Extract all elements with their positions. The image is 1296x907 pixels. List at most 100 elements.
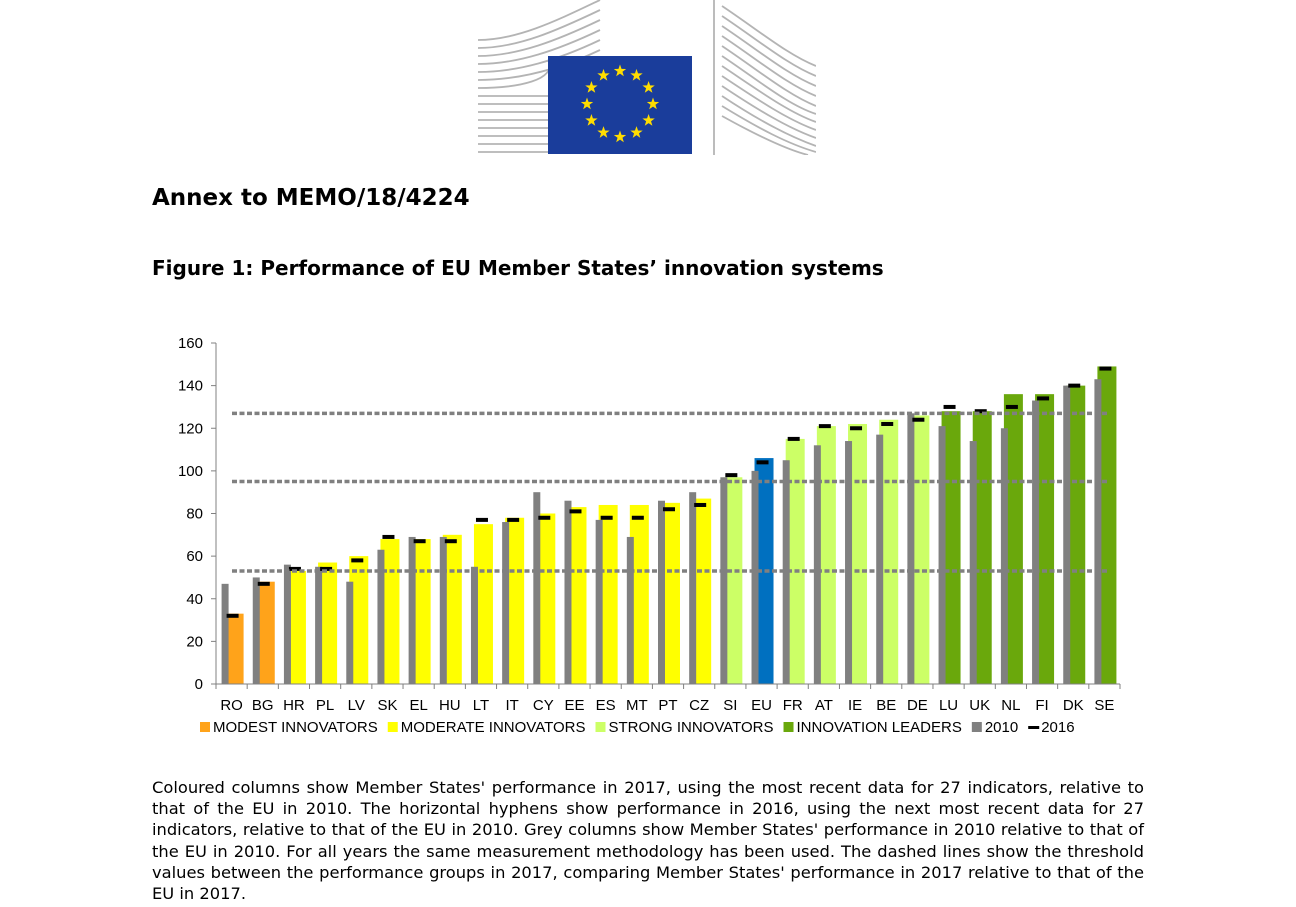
flag-star-icon <box>630 68 643 81</box>
legend-swatch-leaders <box>783 722 794 732</box>
legend-label-marker2016: 2016 <box>1041 719 1074 736</box>
bar-2017-mt <box>629 504 649 684</box>
legend-label-grey2010: 2010 <box>985 719 1018 736</box>
bar-2017-se <box>1097 366 1117 684</box>
bar-2017-lu <box>941 411 961 684</box>
bar-2010-eu <box>751 470 759 684</box>
figure-caption: Coloured columns show Member States' per… <box>152 778 1144 904</box>
legend-swatch-strong <box>595 722 606 732</box>
bar-2010-el <box>408 536 416 684</box>
marker-2016-ro <box>226 613 239 618</box>
x-tick-label: FI <box>1035 697 1048 714</box>
marker-2016-mt <box>631 515 644 520</box>
bar-2017-si <box>723 477 743 684</box>
flag-star-icon <box>642 81 655 93</box>
x-tick-label: DE <box>907 697 928 714</box>
y-tick-label: 120 <box>178 420 203 437</box>
threshold-lines <box>232 411 1108 573</box>
marker-2016-uk <box>974 409 987 414</box>
marker-2016-pt <box>663 507 675 512</box>
bar-2010-sk <box>377 549 385 684</box>
legend: MODEST INNOVATORS MODERATE INNOVATORS STRO… <box>200 719 1075 736</box>
bar-2010-de <box>907 413 915 684</box>
x-tick-label: SE <box>1094 697 1114 714</box>
x-tick-label: CY <box>533 697 554 714</box>
bar-2017-ie <box>848 423 868 684</box>
bar-2010-uk <box>969 441 977 684</box>
y-tick-label: 100 <box>178 463 203 480</box>
marker-2016-dk <box>1068 383 1081 388</box>
flag-star-icon <box>613 64 627 77</box>
bar-2010-fr <box>782 460 790 684</box>
x-tick-label: LV <box>348 697 365 714</box>
y-tick-label: 80 <box>186 506 203 523</box>
y-tick-label: 0 <box>195 676 203 693</box>
flag-star-icon <box>630 126 643 138</box>
bar-2010-es <box>595 519 603 684</box>
bar-2017-uk <box>972 411 992 684</box>
bar-2017-pt <box>661 502 680 684</box>
bar-2010-nl <box>1000 428 1008 684</box>
x-tick-label: ES <box>596 697 616 714</box>
x-tick-label: BE <box>876 697 896 714</box>
x-tick-label: PT <box>658 697 677 714</box>
legend-swatch-modest <box>200 722 210 732</box>
x-tick-label: LT <box>473 697 489 714</box>
bar-2010-fi <box>1032 400 1040 684</box>
bar-2017-hr <box>286 571 306 684</box>
bar-2010-pt <box>658 500 665 684</box>
bar-2010-lv <box>346 581 354 684</box>
x-tick-label: PL <box>316 697 334 714</box>
flag-star-icon <box>585 114 598 126</box>
bar-2010-lt <box>470 566 478 684</box>
x-tick-label: EE <box>564 697 584 714</box>
x-tick-label: HR <box>283 697 305 714</box>
x-tick-label: IE <box>848 697 862 714</box>
marker-2016-el <box>413 539 426 544</box>
marker-2016-it <box>507 517 520 522</box>
bar-2017-cy <box>536 513 556 684</box>
marker-2016-cy <box>538 515 551 520</box>
x-tick-label: LU <box>939 697 958 714</box>
bar-2010-ee <box>564 500 572 684</box>
bar-2017-fr <box>785 438 805 684</box>
bar-2010-cy <box>533 492 541 684</box>
x-tick-label: BG <box>252 697 274 714</box>
flag-star-icon <box>585 81 598 93</box>
bar-2010-si <box>720 477 728 684</box>
bar-2017-es <box>598 504 618 684</box>
bar-2017-bg <box>255 581 275 684</box>
bar-2017-cz <box>692 498 712 684</box>
bar-2010-ie <box>845 441 853 684</box>
legend-label-strong: STRONG INNOVATORS <box>609 719 774 736</box>
bar-2010-at <box>813 445 821 684</box>
x-tick-label: DK <box>1063 697 1084 714</box>
bar-2010-hr <box>283 564 291 684</box>
marker-2016-sk <box>382 534 395 539</box>
bars-2010 <box>221 379 1102 684</box>
marker-2016-hr <box>288 566 301 571</box>
logo-building-right-wing <box>713 0 816 155</box>
figure-title: Figure 1: Performance of EU Member State… <box>152 256 884 280</box>
x-tick-label: SI <box>723 697 737 714</box>
x-tick-label: EU <box>751 697 772 714</box>
logo-building-left-wing <box>478 0 601 153</box>
legend-swatch-moderate <box>387 722 398 732</box>
legend-marker-marker2016 <box>1028 726 1040 729</box>
bar-2017-eu <box>754 458 774 684</box>
bar-2017-nl <box>1003 394 1023 684</box>
marker-2016-hu <box>444 539 457 544</box>
marker-2016-at <box>818 424 831 429</box>
marker-2016-lv <box>351 558 364 563</box>
x-tick-label: CZ <box>689 697 709 714</box>
bar-2010-se <box>1094 379 1102 684</box>
x-tick-label: HU <box>439 697 461 714</box>
legend-label-moderate: MODERATE INNOVATORS <box>401 719 586 736</box>
y-tick-label: 60 <box>186 548 203 565</box>
flag-star-icon <box>613 130 627 143</box>
x-tick-label: RO <box>220 697 243 714</box>
european-commission-logo <box>478 0 816 155</box>
marker-2016-eu <box>756 460 769 465</box>
x-tick-label: IT <box>505 697 518 714</box>
marker-2016-nl <box>1005 404 1018 409</box>
